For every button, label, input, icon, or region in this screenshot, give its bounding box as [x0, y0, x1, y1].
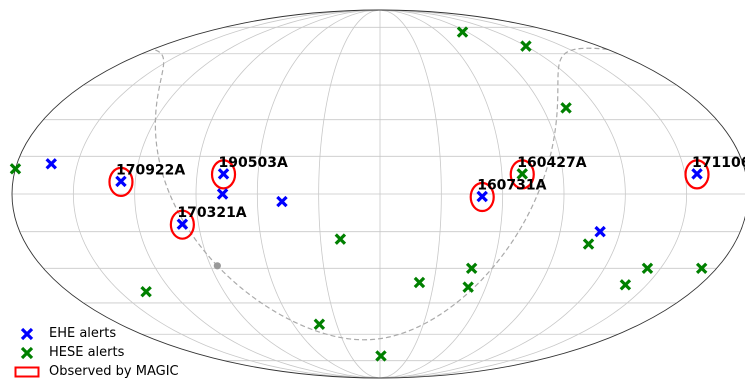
hese-alert-marker: [582, 238, 595, 250]
event-labels: 171106A 160731A 190503A 170321A 170922A 16042…: [116, 155, 745, 221]
legend-label-ehe: EHE alerts: [49, 326, 117, 341]
ehe-alert-marker: [276, 195, 288, 208]
hese-alert-marker: [560, 102, 572, 114]
graticule-grid: [12, 9, 745, 379]
magic-contours: [108, 159, 710, 240]
ehe-alert-marker: [115, 175, 127, 188]
event-label: 160731A: [477, 178, 546, 194]
ehe-alert-marker: [691, 168, 703, 180]
legend-entry-hese: HESE alerts: [14, 343, 179, 362]
hese-alert-marker: [462, 281, 474, 293]
magic-contour: [684, 159, 710, 190]
hese-alert-marker: [413, 276, 426, 289]
magic-contour: [169, 209, 195, 240]
ehe-alert-marker: [476, 190, 488, 203]
magic-contour: [469, 181, 495, 213]
legend-marker-magic: [14, 366, 40, 377]
alert-markers: [9, 26, 708, 362]
hese-alert-marker: [465, 262, 478, 275]
hese-alert-marker: [456, 26, 469, 38]
ehe-alert-marker: [45, 158, 58, 170]
ehe-alert-marker: [594, 225, 606, 238]
hese-alert-marker: [641, 262, 654, 275]
legend-label-magic: Observed by MAGIC: [49, 364, 179, 379]
hese-alert-marker: [695, 262, 708, 275]
event-label: 190503A: [219, 155, 288, 171]
event-label: 170922A: [116, 162, 185, 178]
legend-entry-magic: Observed by MAGIC: [14, 362, 179, 381]
hese-alert-marker: [619, 279, 632, 291]
hese-alert-marker: [520, 40, 532, 52]
hese-alert-marker: [334, 233, 347, 245]
ehe-alert-marker: [216, 188, 229, 200]
legend: EHE alerts HESE alerts Observed by MAGIC: [14, 324, 179, 381]
galactic-plane-line: [153, 48, 218, 267]
hese-alert-marker: [140, 285, 152, 298]
magic-contour: [210, 159, 237, 190]
hese-alert-marker: [375, 350, 387, 362]
ehe-alert-marker: [176, 218, 189, 230]
legend-entry-ehe: EHE alerts: [14, 324, 179, 343]
legend-marker-hese: [20, 346, 34, 359]
event-label: 170321A: [177, 205, 246, 221]
galactic-plane-line: [216, 47, 608, 341]
legend-marker-ehe: [20, 327, 34, 340]
magic-contour: [509, 159, 535, 190]
galactic-plane: [153, 47, 608, 341]
ehe-alert-marker: [217, 168, 230, 180]
hese-alert-marker: [313, 318, 326, 331]
sky-outline: [11, 9, 745, 379]
hese-alert-marker: [9, 163, 22, 175]
magic-contour: [108, 166, 134, 197]
legend-label-hese: HESE alerts: [49, 345, 125, 360]
event-label: 160427A: [517, 155, 586, 171]
event-label: 171106A: [692, 155, 745, 171]
galactic-center-marker: [213, 262, 221, 270]
hese-alert-marker: [516, 168, 528, 180]
